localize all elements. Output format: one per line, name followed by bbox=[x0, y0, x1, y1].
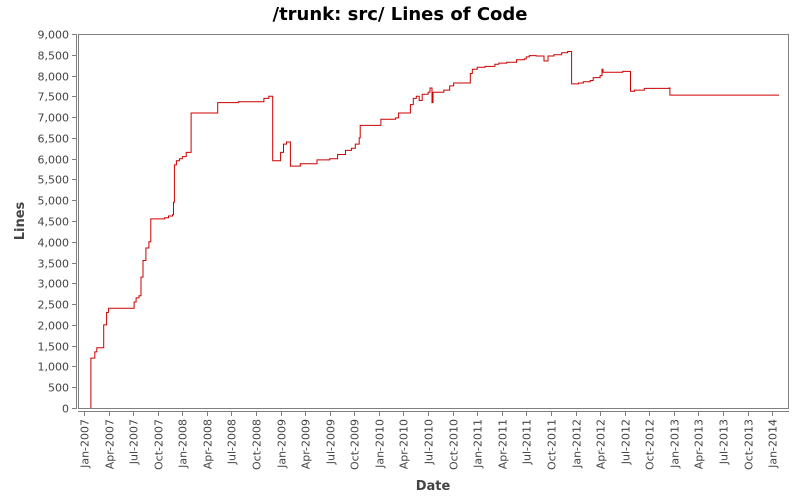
x-tick-label: Jan-2013 bbox=[669, 419, 682, 469]
chart-title: /trunk: src/ Lines of Code bbox=[273, 4, 528, 25]
x-tick-label: Jul-2013 bbox=[718, 419, 731, 465]
y-tick-label: 500 bbox=[48, 382, 69, 395]
x-tick-label: Apr-2011 bbox=[497, 419, 510, 469]
x-tick-label: Oct-2007 bbox=[153, 419, 166, 470]
x-tick-label: Apr-2008 bbox=[202, 419, 215, 469]
x-tick-label: Oct-2011 bbox=[546, 419, 559, 470]
y-axis-label: Lines bbox=[13, 201, 28, 240]
y-tick-label: 2,000 bbox=[38, 320, 70, 333]
y-tick-label: 8,500 bbox=[38, 50, 70, 63]
y-tick-label: 7,000 bbox=[38, 112, 70, 125]
x-tick-label: Apr-2009 bbox=[300, 419, 313, 469]
x-tick-label: Jan-2012 bbox=[571, 419, 584, 469]
y-tick-label: 4,000 bbox=[38, 237, 70, 250]
x-tick-label: Jul-2012 bbox=[620, 419, 633, 465]
x-tick-label: Apr-2010 bbox=[398, 419, 411, 469]
y-tick-label: 9,000 bbox=[38, 29, 70, 42]
y-tick-label: 4,500 bbox=[38, 216, 70, 229]
y-tick-label: 3,000 bbox=[38, 278, 70, 291]
y-tick-label: 7,500 bbox=[38, 91, 70, 104]
y-tick-label: 6,500 bbox=[38, 133, 70, 146]
y-tick-label: 5,500 bbox=[38, 174, 70, 187]
y-axis: 0 500 1,000 1,500 2,000 2,500 3,000 3,500 4,000 4… bbox=[38, 29, 77, 416]
x-tick-label: Jul-2008 bbox=[226, 419, 239, 465]
x-tick-label: Jan-2010 bbox=[374, 419, 387, 469]
y-tick-label: 1,000 bbox=[38, 361, 70, 374]
y-tick-label: 8,000 bbox=[38, 71, 70, 84]
x-tick-label: Apr-2007 bbox=[104, 419, 117, 469]
y-tick-label: 5,000 bbox=[38, 195, 70, 208]
x-tick-label: Jul-2011 bbox=[521, 419, 534, 465]
y-tick-label: 6,000 bbox=[38, 154, 70, 167]
x-tick-label: Jul-2010 bbox=[423, 419, 436, 465]
lines-of-code-line bbox=[90, 51, 779, 408]
x-axis-label: Date bbox=[416, 479, 451, 494]
x-tick-label: Apr-2012 bbox=[595, 419, 608, 469]
x-tick-label: Oct-2009 bbox=[349, 419, 362, 470]
x-tick-label: Oct-2008 bbox=[251, 419, 264, 470]
x-axis: Jan-2007 Apr-2007 Jul-2007 Oct-2007 Jan-2008… bbox=[78, 411, 789, 470]
plot-area bbox=[78, 34, 789, 409]
x-tick-label: Jan-2014 bbox=[767, 419, 780, 469]
x-tick-label: Jan-2011 bbox=[472, 419, 485, 469]
x-tick-label: Jul-2007 bbox=[128, 419, 141, 465]
x-tick-label: Jul-2009 bbox=[325, 419, 338, 465]
x-tick-label: Jan-2008 bbox=[177, 419, 190, 469]
x-tick-label: Apr-2013 bbox=[693, 419, 706, 469]
y-tick-label: 3,500 bbox=[38, 258, 70, 271]
x-tick-label: Oct-2013 bbox=[743, 419, 756, 470]
x-tick-label: Oct-2012 bbox=[644, 419, 657, 470]
y-tick-label: 1,500 bbox=[38, 341, 70, 354]
x-tick-label: Jan-2009 bbox=[276, 419, 289, 469]
x-tick-label: Jan-2007 bbox=[79, 419, 92, 469]
y-tick-label: 2,500 bbox=[38, 299, 70, 312]
y-tick-label: 0 bbox=[62, 403, 69, 416]
x-tick-label: Oct-2010 bbox=[448, 419, 461, 470]
